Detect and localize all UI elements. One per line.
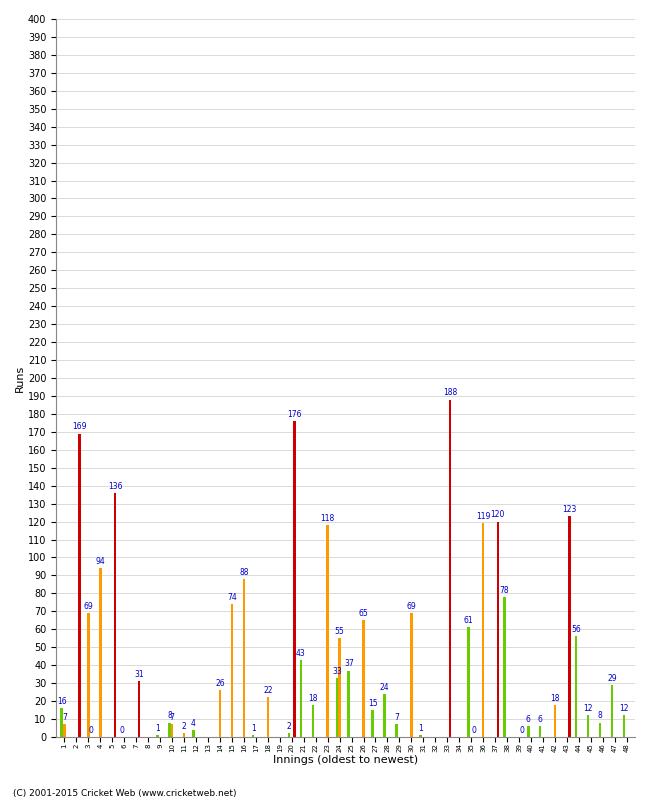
Text: 0: 0 bbox=[89, 726, 94, 735]
Bar bbox=[311, 705, 314, 737]
Text: 88: 88 bbox=[239, 568, 249, 577]
Bar bbox=[99, 568, 101, 737]
Bar bbox=[395, 725, 398, 737]
Bar bbox=[266, 698, 269, 737]
Text: 176: 176 bbox=[287, 410, 302, 419]
Text: 6: 6 bbox=[538, 715, 543, 724]
Text: 7: 7 bbox=[394, 714, 399, 722]
Text: 169: 169 bbox=[72, 422, 86, 431]
Bar bbox=[78, 434, 81, 737]
Bar bbox=[288, 734, 291, 737]
Bar bbox=[293, 421, 296, 737]
Text: 6: 6 bbox=[526, 715, 530, 724]
Text: 12: 12 bbox=[583, 704, 593, 714]
Bar bbox=[218, 690, 221, 737]
Text: 0: 0 bbox=[519, 726, 524, 735]
Text: 2: 2 bbox=[182, 722, 187, 731]
Text: 15: 15 bbox=[368, 699, 378, 708]
Bar bbox=[252, 735, 254, 737]
Text: 26: 26 bbox=[215, 679, 225, 688]
Text: 37: 37 bbox=[344, 659, 354, 669]
Text: 2: 2 bbox=[287, 722, 291, 731]
Bar bbox=[587, 715, 590, 737]
Text: 12: 12 bbox=[619, 704, 629, 714]
Text: 33: 33 bbox=[332, 666, 342, 675]
Bar bbox=[503, 597, 506, 737]
X-axis label: Innings (oldest to newest): Innings (oldest to newest) bbox=[273, 755, 418, 765]
Bar bbox=[183, 734, 185, 737]
Text: 120: 120 bbox=[491, 510, 505, 519]
Text: 29: 29 bbox=[607, 674, 617, 682]
Bar bbox=[568, 516, 571, 737]
Text: 7: 7 bbox=[62, 714, 67, 722]
Text: 119: 119 bbox=[476, 512, 490, 522]
Bar bbox=[554, 705, 556, 737]
Text: 18: 18 bbox=[308, 694, 318, 702]
Bar bbox=[63, 725, 66, 737]
Text: 1: 1 bbox=[251, 724, 255, 733]
Bar bbox=[338, 638, 341, 737]
Text: 24: 24 bbox=[380, 682, 389, 692]
Text: 69: 69 bbox=[84, 602, 94, 611]
Text: 31: 31 bbox=[134, 670, 144, 679]
Text: 123: 123 bbox=[562, 505, 577, 514]
Bar bbox=[467, 627, 470, 737]
Bar bbox=[326, 525, 329, 737]
Text: 7: 7 bbox=[170, 714, 175, 722]
Bar bbox=[575, 637, 577, 737]
Bar bbox=[300, 660, 302, 737]
Text: 8: 8 bbox=[597, 711, 603, 721]
Bar bbox=[610, 685, 613, 737]
Text: 118: 118 bbox=[320, 514, 335, 523]
Bar bbox=[482, 523, 484, 737]
Bar bbox=[114, 493, 116, 737]
Bar bbox=[384, 694, 386, 737]
Bar bbox=[242, 579, 245, 737]
Text: 65: 65 bbox=[359, 609, 369, 618]
Bar bbox=[348, 670, 350, 737]
Text: 55: 55 bbox=[335, 627, 344, 636]
Bar bbox=[599, 722, 601, 737]
Bar bbox=[156, 735, 159, 737]
Text: 136: 136 bbox=[108, 482, 122, 490]
Text: 43: 43 bbox=[296, 649, 306, 658]
Bar bbox=[171, 725, 174, 737]
Text: 4: 4 bbox=[191, 718, 196, 728]
Bar bbox=[87, 613, 90, 737]
Text: 74: 74 bbox=[227, 593, 237, 602]
Text: 94: 94 bbox=[96, 557, 105, 566]
Bar bbox=[231, 604, 233, 737]
Text: 16: 16 bbox=[57, 697, 66, 706]
Bar bbox=[60, 708, 63, 737]
Text: 188: 188 bbox=[443, 388, 457, 398]
Text: 1: 1 bbox=[418, 724, 423, 733]
Text: (C) 2001-2015 Cricket Web (www.cricketweb.net): (C) 2001-2015 Cricket Web (www.cricketwe… bbox=[13, 789, 237, 798]
Text: 18: 18 bbox=[550, 694, 560, 702]
Bar bbox=[138, 682, 140, 737]
Text: 69: 69 bbox=[406, 602, 416, 611]
Bar bbox=[448, 399, 451, 737]
Text: 0: 0 bbox=[471, 726, 476, 735]
Text: 1: 1 bbox=[155, 724, 160, 733]
Text: 0: 0 bbox=[119, 726, 124, 735]
Bar bbox=[168, 722, 171, 737]
Text: 22: 22 bbox=[263, 686, 272, 695]
Bar bbox=[410, 613, 413, 737]
Text: 61: 61 bbox=[463, 616, 473, 626]
Bar bbox=[192, 730, 194, 737]
Bar bbox=[335, 678, 338, 737]
Bar bbox=[497, 522, 499, 737]
Bar bbox=[371, 710, 374, 737]
Bar bbox=[623, 715, 625, 737]
Bar bbox=[527, 726, 530, 737]
Text: 8: 8 bbox=[167, 711, 172, 721]
Text: 56: 56 bbox=[571, 626, 581, 634]
Y-axis label: Runs: Runs bbox=[15, 364, 25, 392]
Bar bbox=[362, 620, 365, 737]
Bar bbox=[539, 726, 541, 737]
Bar bbox=[419, 735, 422, 737]
Text: 78: 78 bbox=[499, 586, 509, 595]
